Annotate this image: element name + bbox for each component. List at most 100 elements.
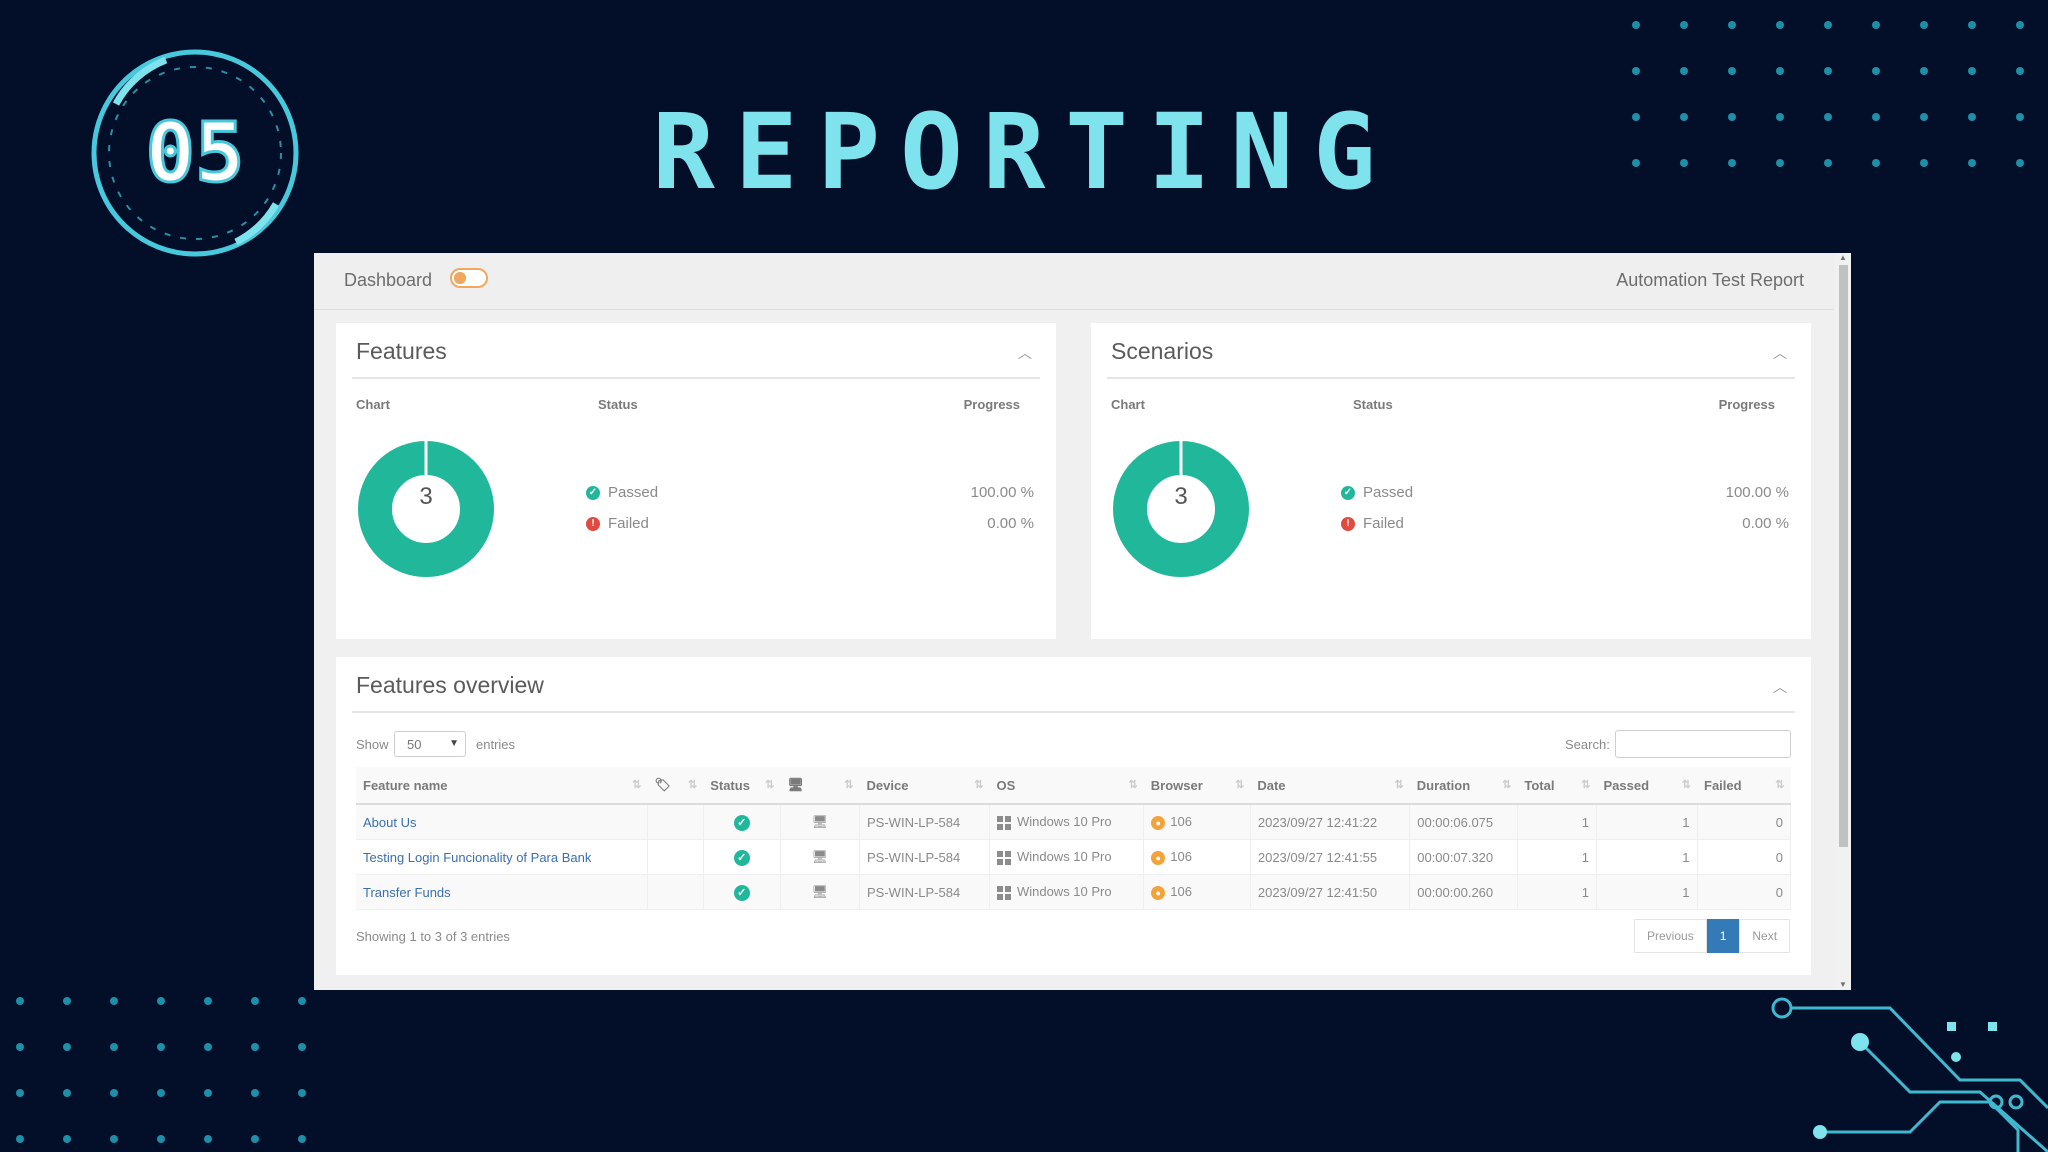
sort-icon: ⇅ <box>1502 779 1512 791</box>
scroll-down-icon[interactable]: ▼ <box>1839 980 1847 989</box>
badge-ring-icon: 05 <box>91 49 299 257</box>
collapse-chevron-icon[interactable]: ︿ <box>1773 345 1787 361</box>
passed-cell: 1 <box>1596 874 1698 910</box>
status-cell: ✓ <box>703 874 781 910</box>
failed-status-row: ! Failed <box>586 515 649 532</box>
previous-page-button[interactable]: Previous <box>1634 919 1707 953</box>
monitor-icon: 🖥 <box>787 777 804 792</box>
column-date[interactable]: Date ⇅ <box>1250 767 1410 805</box>
failed-progress: 0.00 % <box>987 515 1034 532</box>
sort-icon: ⇅ <box>844 779 854 791</box>
progress-column-label: Progress <box>1718 397 1775 412</box>
divider <box>1107 377 1795 379</box>
scroll-up-icon[interactable]: ▲ <box>1839 253 1847 262</box>
dashboard-toggle[interactable] <box>450 268 488 288</box>
features-overview-title: Features overview <box>356 672 544 698</box>
column-device-type[interactable]: 🖥 ⇅ <box>780 767 860 805</box>
column-passed[interactable]: Passed ⇅ <box>1596 767 1698 805</box>
passed-label: Passed <box>1363 484 1414 501</box>
feature-link[interactable]: Transfer Funds <box>356 874 648 910</box>
sort-icon: ⇅ <box>687 779 698 791</box>
check-circle-icon: ✓ <box>733 849 750 866</box>
report-topbar: Dashboard Automation Test Report <box>314 253 1834 310</box>
sort-icon: ⇅ <box>974 779 984 791</box>
column-failed[interactable]: Failed ⇅ <box>1697 767 1791 805</box>
collapse-chevron-icon[interactable]: ︿ <box>1018 345 1032 361</box>
report-window: Dashboard Automation Test Report Feature… <box>314 253 1851 990</box>
windows-icon <box>996 815 1011 830</box>
sort-icon: ⇅ <box>1581 779 1591 791</box>
scenarios-panel: Scenarios ︿ Chart Status Progress 3 ✓ Pas… <box>1091 323 1811 639</box>
chevron-down-icon: ▼ <box>449 738 459 749</box>
date-cell: 2023/09/27 12:41:55 <box>1250 839 1411 875</box>
device-cell: PS-WIN-LP-584 <box>859 839 990 875</box>
check-circle-icon: ✓ <box>733 814 750 831</box>
entries-label: entries <box>476 737 516 752</box>
os-cell: Windows 10 Pro <box>989 874 1145 910</box>
table-row: About Us ✓ 🖥 PS-WIN-LP-584 Windows 10 Pr… <box>356 804 1792 840</box>
vertical-scrollbar[interactable]: ▲ ▼ <box>1836 253 1851 990</box>
sort-icon: ⇅ <box>1235 779 1245 791</box>
status-cell: ✓ <box>703 804 781 840</box>
feature-link[interactable]: Testing Login Funcionality of Para Bank <box>356 839 648 875</box>
device-cell: PS-WIN-LP-584 <box>859 874 990 910</box>
status-cell: ✓ <box>703 839 781 875</box>
dashboard-label: Dashboard <box>344 270 433 290</box>
monitor-icon: 🖥 <box>811 884 829 899</box>
failed-cell: 0 <box>1697 839 1792 875</box>
passed-progress: 100.00 % <box>1725 484 1789 501</box>
column-status[interactable]: Status ⇅ <box>703 767 781 805</box>
date-cell: 2023/09/27 12:41:22 <box>1250 804 1411 840</box>
tags-cell <box>647 804 704 840</box>
table-summary: Showing 1 to 3 of 3 entries <box>356 929 510 944</box>
exclamation-circle-icon: ! <box>586 517 600 532</box>
circuit-lines-icon <box>1771 997 2048 1152</box>
failed-cell: 0 <box>1697 804 1792 840</box>
column-feature-name[interactable]: Feature name ⇅ <box>356 767 648 805</box>
features-table: Feature name ⇅ 🏷 ⇅ Status ⇅ 🖥 ⇅ Device ⇅ OS ⇅ … <box>356 767 1792 910</box>
search-input[interactable] <box>1615 730 1791 758</box>
browser-cell: ● 106 <box>1143 874 1251 910</box>
page-1-button[interactable]: 1 <box>1706 919 1740 953</box>
tag-icon: 🏷 <box>654 777 671 792</box>
column-browser[interactable]: Browser ⇅ <box>1143 767 1251 805</box>
page-size-value: 50 <box>407 737 422 752</box>
column-tags[interactable]: 🏷 ⇅ <box>647 767 704 805</box>
failed-cell: 0 <box>1697 874 1792 910</box>
date-cell: 2023/09/27 12:41:50 <box>1250 874 1411 910</box>
section-badge: 05 <box>86 44 304 262</box>
status-column-label: Status <box>1353 397 1393 412</box>
column-os[interactable]: OS ⇅ <box>989 767 1144 805</box>
check-circle-icon: ✓ <box>733 884 750 901</box>
table-row: Testing Login Funcionality of Para Bank … <box>356 839 1792 875</box>
column-total[interactable]: Total ⇅ <box>1517 767 1597 805</box>
os-cell: Windows 10 Pro <box>989 804 1145 840</box>
feature-link[interactable]: About Us <box>356 804 648 840</box>
sort-icon: ⇅ <box>632 779 642 791</box>
device-type-cell: 🖥 <box>780 839 861 875</box>
column-device[interactable]: Device ⇅ <box>859 767 990 805</box>
device-type-cell: 🖥 <box>780 804 861 840</box>
total-cell: 1 <box>1517 804 1598 840</box>
check-circle-icon: ✓ <box>586 486 600 501</box>
passed-progress: 100.00 % <box>970 484 1034 501</box>
scrollbar-thumb[interactable] <box>1839 265 1848 847</box>
windows-icon <box>996 885 1011 900</box>
browser-cell: ● 106 <box>1143 839 1251 875</box>
page-size-select[interactable]: 50 ▼ <box>394 731 466 757</box>
sort-icon: ⇅ <box>1681 779 1692 791</box>
tags-cell <box>647 874 704 910</box>
features-donut-chart <box>358 441 494 577</box>
next-page-button[interactable]: Next <box>1739 919 1791 953</box>
os-cell: Windows 10 Pro <box>989 839 1145 875</box>
dot-grid-bottom-left <box>16 997 306 1143</box>
check-circle-icon: ✓ <box>1341 486 1355 501</box>
failed-label: Failed <box>1363 515 1404 532</box>
collapse-chevron-icon[interactable]: ︿ <box>1773 679 1787 695</box>
sort-icon: ⇅ <box>1775 779 1785 791</box>
exclamation-circle-icon: ! <box>1341 517 1355 532</box>
scenarios-donut-chart <box>1113 441 1249 577</box>
column-duration[interactable]: Duration ⇅ <box>1409 767 1518 805</box>
report-title: Automation Test Report <box>1616 270 1804 290</box>
scenarios-panel-title: Scenarios <box>1111 338 1214 364</box>
